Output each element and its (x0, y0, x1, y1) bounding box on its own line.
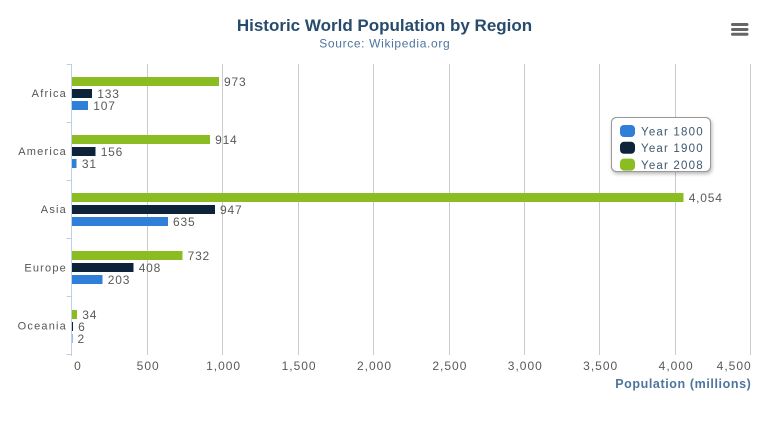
svg-text:3,500: 3,500 (583, 359, 618, 373)
svg-text:31: 31 (82, 157, 97, 171)
svg-text:2,000: 2,000 (357, 359, 392, 373)
svg-text:4,000: 4,000 (659, 359, 694, 373)
svg-text:Africa: Africa (32, 88, 67, 100)
svg-text:Population (millions): Population (millions) (615, 377, 751, 391)
svg-text:0: 0 (74, 359, 82, 373)
svg-text:732: 732 (188, 249, 210, 263)
svg-text:2,500: 2,500 (432, 359, 467, 373)
svg-text:914: 914 (215, 133, 237, 147)
svg-text:408: 408 (139, 261, 161, 275)
svg-text:947: 947 (220, 203, 242, 217)
svg-text:Asia: Asia (41, 204, 67, 216)
svg-text:Oceania: Oceania (18, 321, 67, 333)
svg-text:Europe: Europe (24, 262, 67, 274)
svg-text:Year 2008: Year 2008 (641, 160, 704, 172)
svg-text:156: 156 (101, 145, 123, 159)
svg-text:America: America (18, 146, 67, 158)
svg-text:635: 635 (173, 215, 195, 229)
svg-text:Year 1900: Year 1900 (641, 143, 704, 155)
svg-text:2: 2 (78, 332, 85, 346)
svg-text:203: 203 (108, 273, 130, 287)
svg-text:4,500: 4,500 (717, 359, 752, 373)
svg-text:4,054: 4,054 (689, 191, 723, 205)
svg-text:Source: Wikipedia.org: Source: Wikipedia.org (319, 37, 450, 51)
svg-text:973: 973 (224, 75, 246, 89)
svg-text:3,000: 3,000 (508, 359, 543, 373)
svg-text:500: 500 (137, 359, 160, 373)
svg-text:1,500: 1,500 (282, 359, 317, 373)
svg-text:107: 107 (93, 99, 115, 113)
svg-text:1,000: 1,000 (206, 359, 241, 373)
svg-text:Historic World Population by R: Historic World Population by Region (237, 16, 532, 35)
svg-text:Year 1800: Year 1800 (641, 126, 704, 138)
